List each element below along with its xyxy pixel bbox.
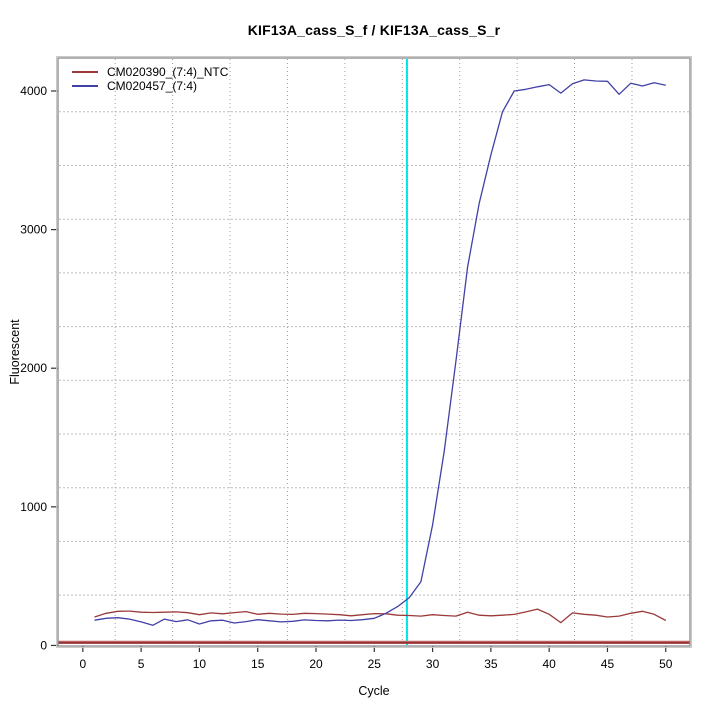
x-tick-label: 25 [368, 657, 382, 671]
x-tick-label: 45 [601, 657, 615, 671]
x-tick-label: 5 [138, 657, 145, 671]
x-tick-label: 15 [251, 657, 265, 671]
x-tick-label: 40 [542, 657, 556, 671]
legend-item-ntc: CM020390_(7:4)_NTC [72, 65, 228, 79]
legend-label-ntc: CM020390_(7:4)_NTC [107, 65, 229, 79]
legend: CM020390_(7:4)_NTC CM020457_(7:4) [72, 65, 228, 93]
y-tick-label: 4000 [20, 84, 47, 98]
x-tick-label: 30 [426, 657, 440, 671]
y-tick-label: 1000 [20, 500, 47, 514]
plot-frame [57, 57, 691, 647]
x-tick-label: 0 [79, 657, 86, 671]
y-tick-label: 3000 [20, 223, 47, 237]
x-tick-label: 50 [659, 657, 673, 671]
x-tick-label: 20 [309, 657, 323, 671]
chart-title: KIF13A_cass_S_f / KIF13A_cass_S_r [247, 22, 501, 38]
plot-frame-outer [56, 56, 692, 648]
y-tick-label: 0 [40, 638, 47, 652]
y-tick-label: 2000 [20, 361, 47, 375]
legend-label-sample: CM020457_(7:4) [107, 79, 198, 93]
legend-line-sample-icon [72, 85, 98, 87]
x-tick-label: 10 [193, 657, 207, 671]
legend-item-sample: CM020457_(7:4) [72, 79, 228, 93]
ntc-curve-line [94, 608, 667, 624]
legend-line-ntc-icon [72, 71, 98, 73]
sample-curve-line [94, 79, 666, 626]
y-axis-label: Fluorescent [8, 319, 22, 385]
x-axis-label: Cycle [358, 684, 390, 698]
x-tick-label: 35 [484, 657, 498, 671]
